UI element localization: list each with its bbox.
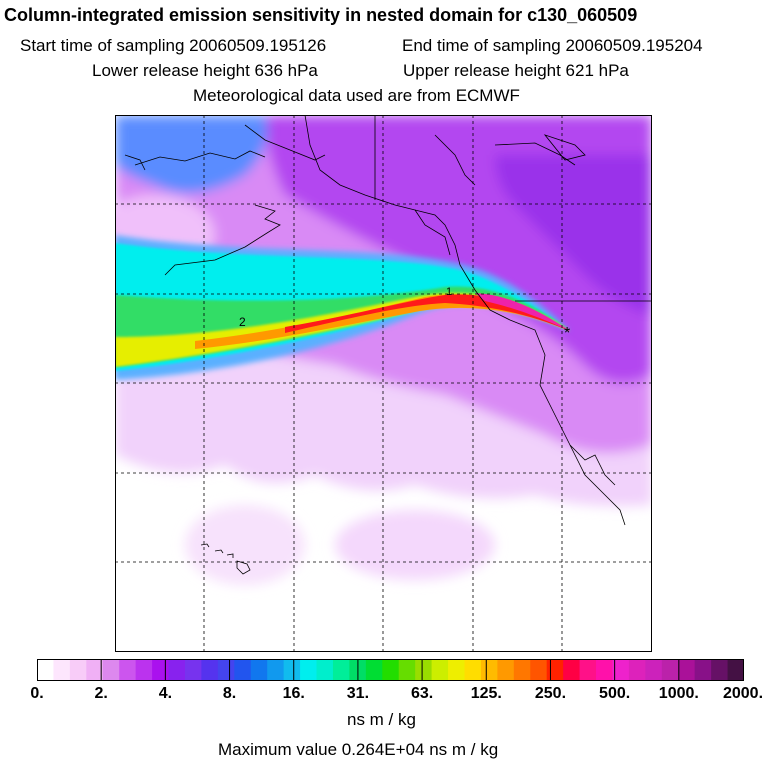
colorbar-cell bbox=[382, 659, 400, 681]
colorbar-cell bbox=[628, 659, 646, 681]
colorbar-tick-label: 4. bbox=[158, 685, 173, 702]
colorbar bbox=[37, 659, 744, 681]
colorbar-cell bbox=[53, 659, 71, 681]
colorbar-cell bbox=[645, 659, 663, 681]
hawaii-islands bbox=[200, 543, 251, 575]
colorbar-cell bbox=[612, 659, 630, 681]
colorbar-cell bbox=[234, 659, 252, 681]
colorbar-tick-label: 500. bbox=[599, 685, 631, 702]
colorbar-cell bbox=[678, 659, 696, 681]
colorbar-tick-label: 125. bbox=[470, 685, 502, 702]
plume-label-2: 2 bbox=[239, 315, 246, 329]
figure-title: Column-integrated emission sensitivity i… bbox=[4, 5, 638, 25]
colorbar-tick-label: 31. bbox=[346, 685, 370, 702]
end-time-label: End time of sampling 20060509.195204 bbox=[402, 36, 703, 55]
colorbar-cell bbox=[152, 659, 170, 681]
colorbar-cell bbox=[579, 659, 597, 681]
colorbar-cell bbox=[86, 659, 104, 681]
colorbar-cell bbox=[513, 659, 531, 681]
colorbar-cell bbox=[184, 659, 202, 681]
colorbar-cell bbox=[135, 659, 153, 681]
colorbar-units: ns m / kg bbox=[347, 710, 416, 729]
colorbar-cell bbox=[694, 659, 712, 681]
colorbar-cell bbox=[316, 659, 334, 681]
colorbar-frame bbox=[37, 659, 744, 681]
sensitivity-map: 1 2 * bbox=[115, 115, 652, 652]
colorbar-cell bbox=[711, 659, 729, 681]
colorbar-cells bbox=[37, 659, 744, 681]
colorbar-tick-label: 1000. bbox=[658, 685, 699, 702]
colorbar-cell bbox=[201, 659, 219, 681]
colorbar-tick-label: 2000. bbox=[722, 685, 764, 702]
colorbar-tick-label: 2. bbox=[94, 685, 108, 702]
upper-release-label: Upper release height 621 hPa bbox=[403, 61, 629, 80]
colorbar-cell bbox=[283, 659, 301, 681]
colorbar-cell bbox=[727, 659, 744, 681]
colorbar-tick-label: 8. bbox=[222, 685, 237, 702]
meteorology-label: Meteorological data used are from ECMWF bbox=[193, 86, 520, 105]
political-borders bbox=[374, 115, 652, 302]
colorbar-dividers bbox=[100, 659, 680, 681]
colorbar-cell bbox=[596, 659, 613, 681]
colorbar-cell bbox=[398, 659, 416, 681]
plume-label-1: 1 bbox=[446, 286, 452, 298]
colorbar-cell bbox=[448, 659, 465, 681]
colorbar-cell bbox=[102, 659, 120, 681]
colorbar-cell bbox=[480, 659, 498, 681]
colorbar-cell bbox=[217, 659, 235, 681]
colorbar-tick-label: 63. bbox=[410, 685, 434, 702]
colorbar-cell bbox=[661, 659, 679, 681]
colorbar-cell bbox=[530, 659, 548, 681]
colorbar-cell bbox=[415, 659, 433, 681]
colorbar-cell bbox=[332, 659, 350, 681]
colorbar-cell bbox=[267, 659, 285, 681]
colorbar-cell bbox=[37, 659, 54, 681]
colorbar-cell bbox=[497, 659, 515, 681]
colorbar-tick-label: 16. bbox=[282, 685, 305, 702]
colorbar-cell bbox=[250, 659, 268, 681]
maximum-value-label: Maximum value 0.264E+04 ns m / kg bbox=[218, 740, 499, 759]
lower-release-label: Lower release height 636 hPa bbox=[92, 61, 318, 80]
release-point-marker: * bbox=[564, 325, 570, 342]
map-frame bbox=[115, 115, 652, 652]
colorbar-cell bbox=[119, 659, 137, 681]
coastline bbox=[124, 115, 626, 526]
colorbar-tick-label: 0. bbox=[30, 685, 44, 702]
colorbar-cell bbox=[168, 659, 186, 681]
colorbar-cell bbox=[464, 659, 482, 681]
colorbar-tick-label: 250. bbox=[534, 685, 567, 702]
colorbar-cell bbox=[365, 659, 383, 681]
colorbar-cell bbox=[563, 659, 581, 681]
colorbar-cell bbox=[69, 659, 87, 681]
colorbar-cell bbox=[300, 659, 318, 681]
colorbar-cell bbox=[546, 659, 564, 681]
colorbar-cell bbox=[431, 659, 449, 681]
start-time-label: Start time of sampling 20060509.195126 bbox=[20, 36, 327, 55]
plume bbox=[115, 235, 570, 380]
